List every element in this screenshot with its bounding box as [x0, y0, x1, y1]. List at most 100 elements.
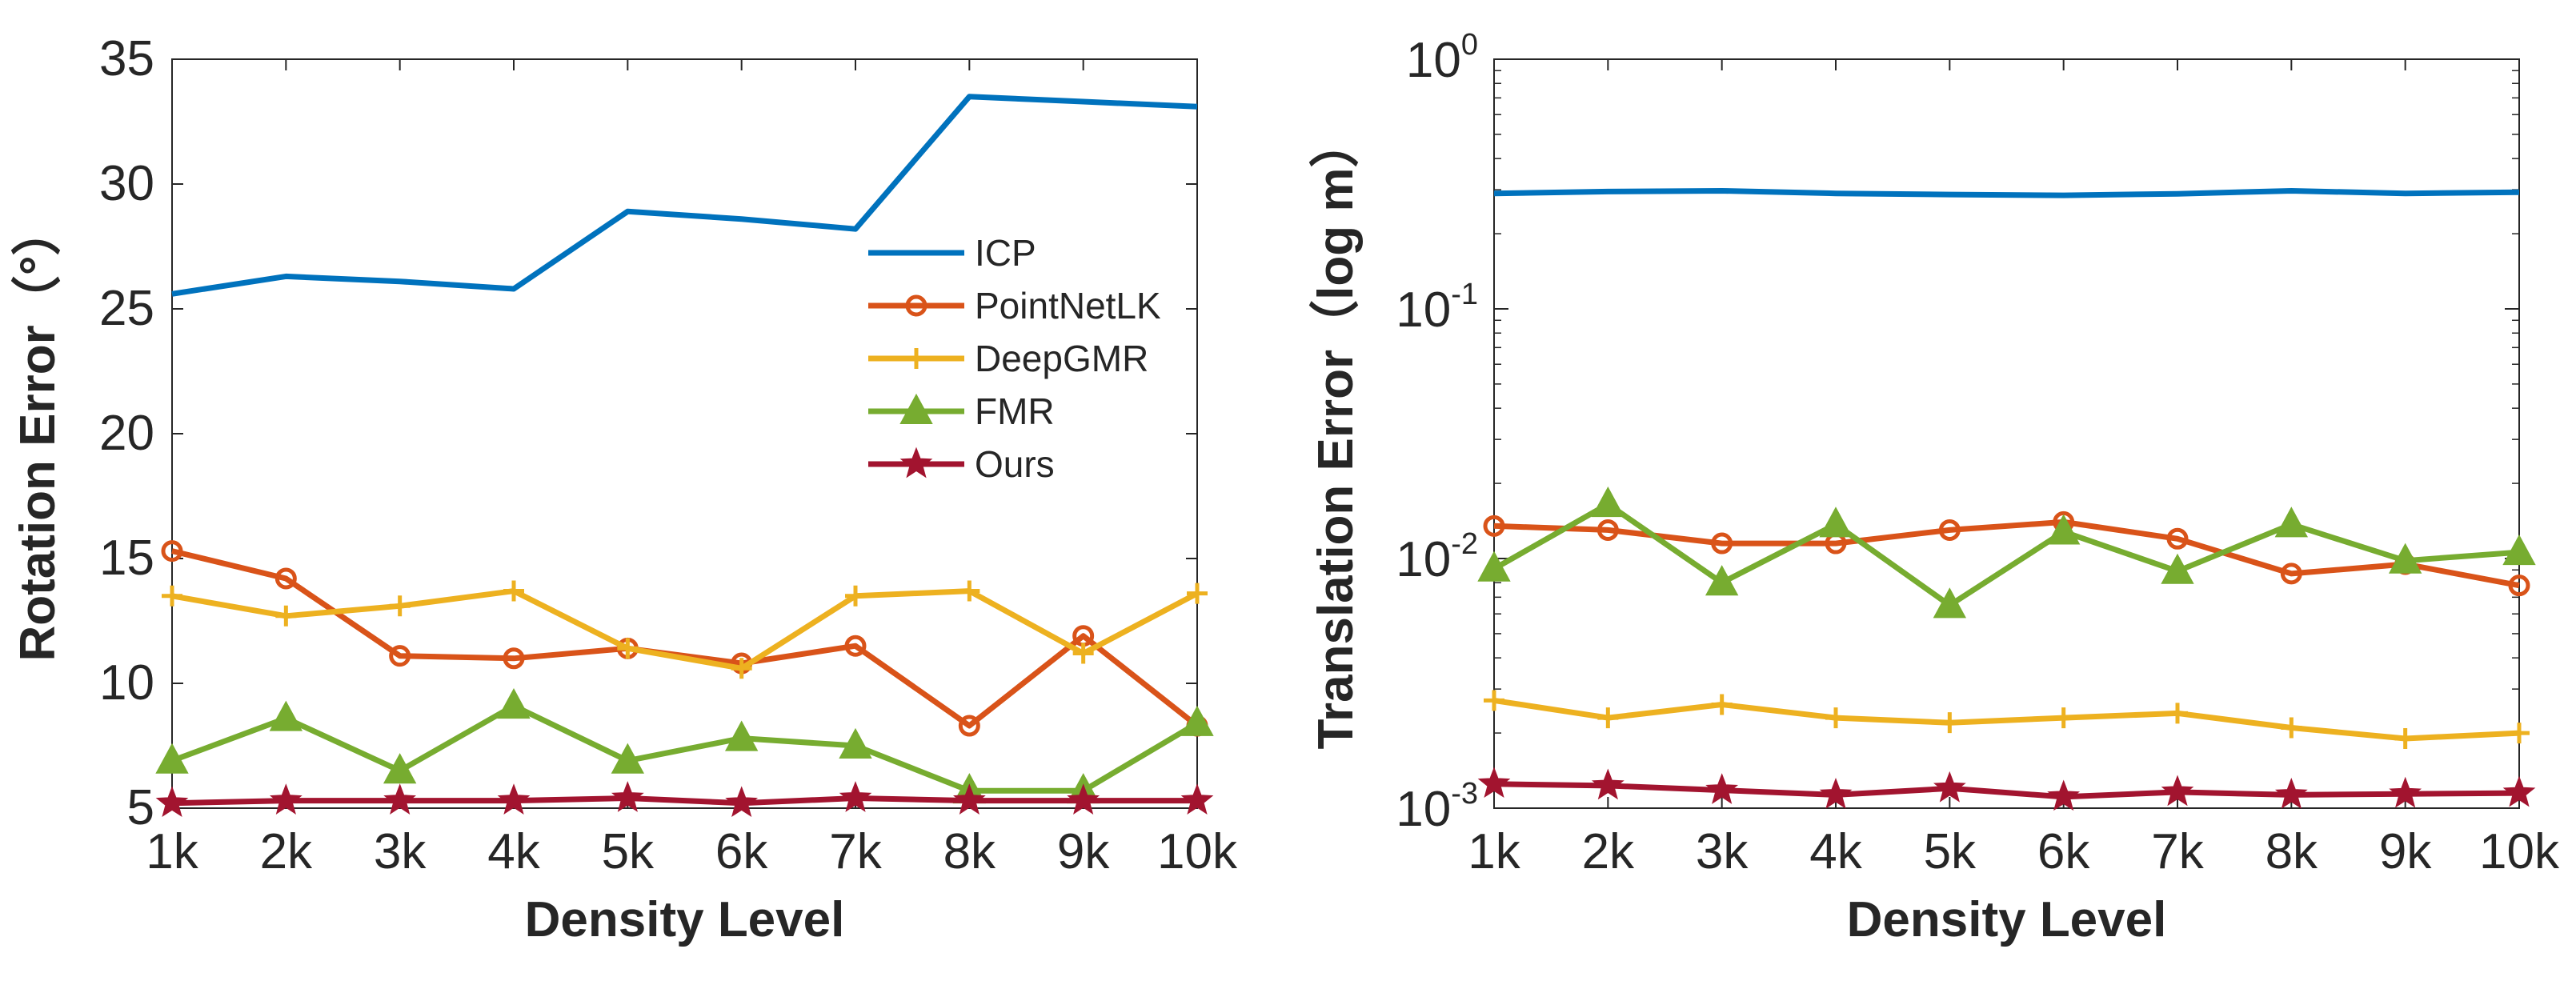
- translation-point-pointnetlk: [2508, 575, 2530, 597]
- translation-series-line-pointnetlk: [1493, 519, 2520, 589]
- translation-point-ours: [2502, 775, 2536, 807]
- rotation-y-tick-label: 10: [99, 655, 154, 711]
- rotation-y-tick-label: 35: [99, 31, 154, 86]
- translation-point-ours: [2047, 779, 2081, 811]
- translation-x-tick-label: 3k: [1696, 824, 1749, 879]
- rotation-series-line-pointnetlk: [171, 548, 1200, 729]
- rotation-y-axis-label: Rotation Error（°）: [10, 206, 66, 661]
- rotation-point-fmr: [611, 743, 645, 774]
- rotation-point-pointnetlk: [503, 647, 525, 670]
- translation-point-deepgmr: [2053, 707, 2074, 729]
- rotation-point-deepgmr: [731, 658, 752, 679]
- rotation-y-tick-label: 30: [99, 156, 154, 211]
- translation-point-pointnetlk: [1711, 532, 1733, 555]
- translation-x-tick-label: 2k: [1582, 824, 1635, 879]
- rotation-point-ours: [1180, 783, 1214, 815]
- translation-point-ours: [1705, 773, 1739, 804]
- translation-point-fmr: [2502, 535, 2536, 566]
- translation-point-fmr: [2161, 553, 2194, 584]
- rotation-x-tick-label: 10k: [1157, 824, 1238, 879]
- translation-point-deepgmr: [1711, 694, 1733, 715]
- translation-point-ours: [2274, 777, 2308, 809]
- translation-series-line-deepgmr: [1493, 697, 2520, 742]
- translation-x-tick-label: 9k: [2379, 824, 2432, 879]
- translation-point-deepgmr: [2281, 717, 2302, 739]
- rotation-x-tick-label: 4k: [487, 824, 540, 879]
- rotation-point-ours: [269, 783, 302, 815]
- rotation-series-line-deepgmr: [171, 588, 1199, 671]
- translation-point-pointnetlk: [2280, 563, 2302, 585]
- rotation-point-deepgmr: [617, 638, 639, 659]
- translation-point-deepgmr: [2509, 723, 2530, 744]
- translation-series-line-icp: [1493, 188, 2520, 198]
- translation-x-tick-label: 7k: [2151, 824, 2204, 879]
- rotation-point-ours: [725, 786, 759, 818]
- translation-point-fmr: [2046, 514, 2081, 545]
- translation-point-ours: [2161, 775, 2194, 807]
- translation-y-tick-label: 10-2: [1396, 527, 1478, 587]
- translation-y-axis-label: Translation Error（log m）: [1308, 118, 1364, 750]
- translation-point-deepgmr: [1597, 707, 1619, 729]
- legend-label-fmr: FMR: [975, 390, 1055, 432]
- rotation-point-ours: [383, 783, 417, 815]
- legend-label-ours: Ours: [975, 443, 1055, 485]
- translation-point-ours: [1819, 777, 1853, 809]
- rotation-point-deepgmr: [1072, 643, 1094, 664]
- legend-label-icp: ICP: [975, 232, 1036, 274]
- translation-point-fmr: [2274, 507, 2309, 538]
- translation-point-fmr: [1819, 507, 1853, 538]
- translation-point-ours: [1933, 771, 1966, 803]
- rotation-point-deepgmr: [845, 585, 866, 607]
- translation-point-pointnetlk: [1938, 519, 1961, 541]
- rotation-point-ours: [155, 786, 189, 818]
- translation-x-axis-label: Density Level: [1847, 892, 2167, 947]
- translation-point-fmr: [1477, 551, 1511, 582]
- translation-point-fmr: [1933, 587, 1967, 619]
- translation-x-tick-label: 8k: [2266, 824, 2318, 879]
- translation-point-fmr: [1591, 486, 1625, 518]
- rotation-y-tick-label: 15: [99, 531, 154, 586]
- rotation-plot-frame: [171, 58, 1198, 809]
- legend-marker-deepgmr: [906, 348, 927, 369]
- translation-point-deepgmr: [2394, 728, 2416, 750]
- rotation-point-ours: [611, 781, 644, 812]
- translation-x-tick-label: 6k: [2037, 824, 2090, 879]
- rotation-point-deepgmr: [275, 605, 297, 627]
- rotation-point-ours: [839, 781, 872, 812]
- rotation-x-tick-label: 8k: [943, 824, 996, 879]
- translation-point-ours: [1477, 767, 1511, 799]
- translation-y-tick-label: 10-3: [1396, 777, 1478, 837]
- rotation-point-deepgmr: [959, 580, 980, 602]
- translation-point-fmr: [1705, 565, 1739, 596]
- translation-point-ours: [1591, 768, 1625, 800]
- translation-plot-frame: [1493, 58, 2520, 809]
- rotation-point-fmr: [269, 700, 303, 731]
- rotation-point-fmr: [155, 743, 189, 774]
- translation-point-deepgmr: [1825, 707, 1846, 729]
- legend-marker-ours: [899, 446, 933, 478]
- rotation-point-deepgmr: [389, 595, 411, 617]
- rotation-x-tick-label: 2k: [260, 824, 313, 879]
- rotation-point-fmr: [724, 720, 759, 751]
- legend-label-deepgmr: DeepGMR: [975, 338, 1148, 379]
- rotation-x-tick-label: 9k: [1057, 824, 1110, 879]
- rotation-y-tick-label: 20: [99, 406, 154, 461]
- translation-point-pointnetlk: [1596, 519, 1619, 541]
- translation-point-deepgmr: [1484, 690, 1504, 711]
- translation-point-deepgmr: [1939, 712, 1961, 734]
- rotation-y-tick-label: 5: [127, 780, 154, 835]
- rotation-series-line-icp: [171, 94, 1198, 297]
- rotation-x-tick-label: 5k: [602, 824, 655, 879]
- translation-series-line-fmr: [1492, 501, 2520, 608]
- rotation-series-line-fmr: [170, 703, 1199, 794]
- rotation-point-pointnetlk: [274, 567, 297, 590]
- rotation-point-pointnetlk: [958, 715, 980, 737]
- rotation-point-fmr: [383, 753, 417, 784]
- translation-x-tick-label: 1k: [1468, 824, 1520, 879]
- rotation-x-tick-label: 3k: [374, 824, 427, 879]
- translation-x-tick-label: 10k: [2479, 824, 2560, 879]
- translation-y-tick-label: 10-1: [1396, 278, 1478, 338]
- rotation-point-pointnetlk: [844, 635, 867, 657]
- translation-point-fmr: [2388, 543, 2422, 574]
